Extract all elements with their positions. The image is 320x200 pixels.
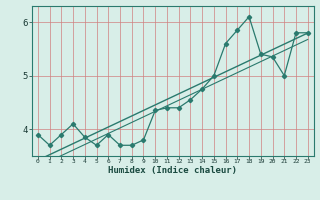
X-axis label: Humidex (Indice chaleur): Humidex (Indice chaleur) [108,166,237,175]
